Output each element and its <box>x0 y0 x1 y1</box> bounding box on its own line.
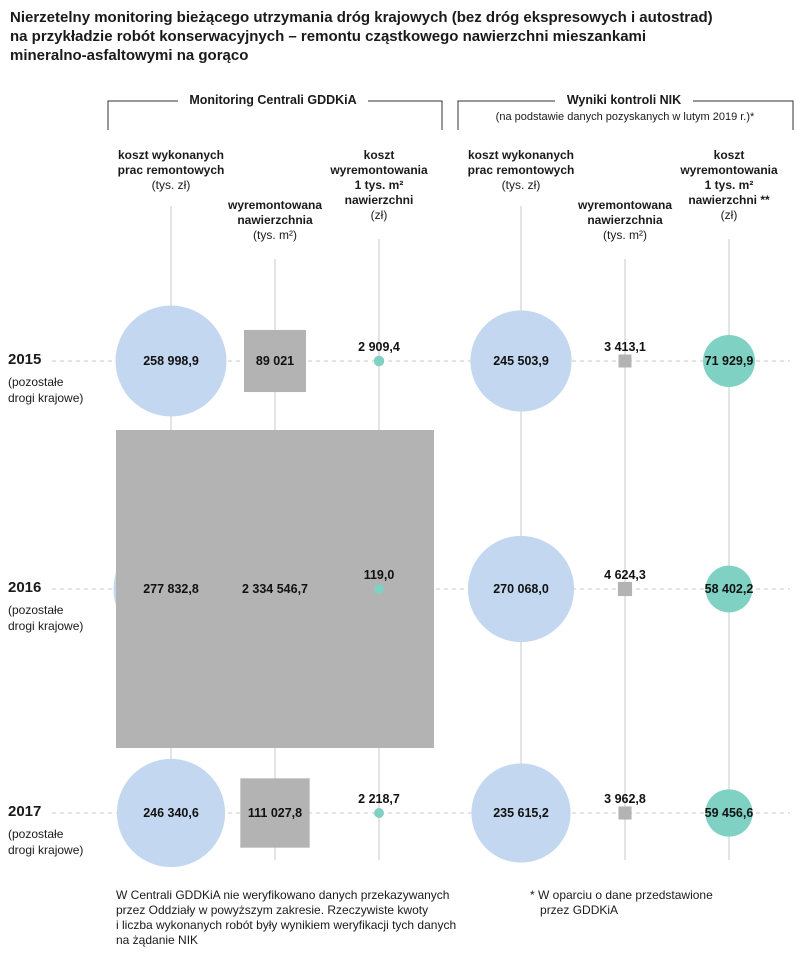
value-label-3-2017: 2 218,7 <box>358 792 400 806</box>
column-header-cost-gddkia: koszt wykonanych prac remontowych (tys. zł… <box>117 148 225 192</box>
bubble-6-2017 <box>705 789 753 837</box>
year-note-2016: (pozostałe drogi krajowe) <box>8 603 84 633</box>
group-label-nik: Wyniki kontroli NIK <box>566 93 682 107</box>
column-header-cost-nik: koszt wykonanych prac remontowych (tys. zł… <box>467 148 575 192</box>
value-label-5-2015: 3 413,1 <box>604 340 646 354</box>
square-5-2016 <box>617 581 633 597</box>
value-label-1-2015: 258 998,9 <box>143 354 199 368</box>
year-label-2016: 2016 <box>8 579 42 596</box>
bubble-3-2015 <box>373 355 385 367</box>
value-label-6-2015: 71 929,9 <box>705 354 754 368</box>
column-header-unitcost-gddkia: koszt wyremontowania 1 tys. m² nawierzchni(… <box>330 148 428 222</box>
group-label-gddkia: Monitoring Centrali GDDKiA <box>189 93 357 107</box>
group-bracket-left <box>107 100 443 130</box>
value-label-4-2015: 245 503,9 <box>493 354 549 368</box>
bubble-4-2017 <box>471 763 571 863</box>
value-label-3-2015: 2 909,4 <box>358 340 400 354</box>
year-label-2015: 2015 <box>8 351 42 368</box>
chart-title: Nierzetelny monitoring bieżącego utrzyma… <box>10 8 770 65</box>
value-label-6-2016: 58 402,2 <box>705 582 754 596</box>
footnote-nik-source: * W oparciu o dane przedstawione przez G… <box>530 888 713 917</box>
value-label-5-2017: 3 962,8 <box>604 792 646 806</box>
year-note-2015: (pozostałe drogi krajowe) <box>8 375 84 405</box>
column-header-area-nik: wyremontowana nawierzchnia (tys. m²) <box>577 198 673 242</box>
group-bracket-right <box>457 100 794 130</box>
value-label-1-2017: 246 340,6 <box>143 806 199 820</box>
bubble-4-2015 <box>470 310 572 412</box>
footnote-gddkia: W Centrali GDDKiA nie weryfikowano danyc… <box>116 888 457 947</box>
value-label-5-2016: 4 624,3 <box>604 568 646 582</box>
value-label-3-2016: 119,0 <box>364 568 395 582</box>
square-5-2017 <box>618 806 632 820</box>
bubble-6-2016 <box>705 565 753 613</box>
title-line-3: mineralno-asfaltowymi na gorąco <box>10 47 249 64</box>
bubble-1-2017 <box>116 758 226 868</box>
title-line-1: Nierzetelny monitoring bieżącego utrzyma… <box>10 9 713 26</box>
column-header-unitcost-nik: koszt wyremontowania 1 tys. m² nawierzchni … <box>680 148 778 222</box>
value-label-4-2016: 270 068,0 <box>493 582 549 596</box>
value-label-2-2016: 2 334 546,7 <box>242 582 308 596</box>
bubble-1-2015 <box>115 305 227 417</box>
bubble-3-2017 <box>374 808 384 818</box>
bubble-4-2016 <box>467 535 575 643</box>
square-2-2015 <box>243 329 307 393</box>
title-line-2: na przykładzie robót konserwacyjnych – r… <box>10 28 647 45</box>
value-label-2-2015: 89 021 <box>256 354 294 368</box>
column-header-area-gddkia: wyremontowana nawierzchnia (tys. m²) <box>227 198 323 242</box>
value-label-1-2016: 277 832,8 <box>143 582 199 596</box>
year-label-2017: 2017 <box>8 803 42 820</box>
square-2-2017 <box>240 778 310 848</box>
value-label-2-2017: 111 027,8 <box>248 806 302 820</box>
square-5-2015 <box>618 354 632 368</box>
bubble-3-2016 <box>374 584 384 594</box>
bubble-6-2015 <box>703 335 755 387</box>
year-note-2017: (pozostałe drogi krajowe) <box>8 827 84 857</box>
value-label-4-2017: 235 615,2 <box>493 806 549 820</box>
group-sublabel-nik: (na podstawie danych pozyskanych w lutym… <box>495 111 755 123</box>
value-label-6-2017: 59 456,6 <box>705 806 754 820</box>
